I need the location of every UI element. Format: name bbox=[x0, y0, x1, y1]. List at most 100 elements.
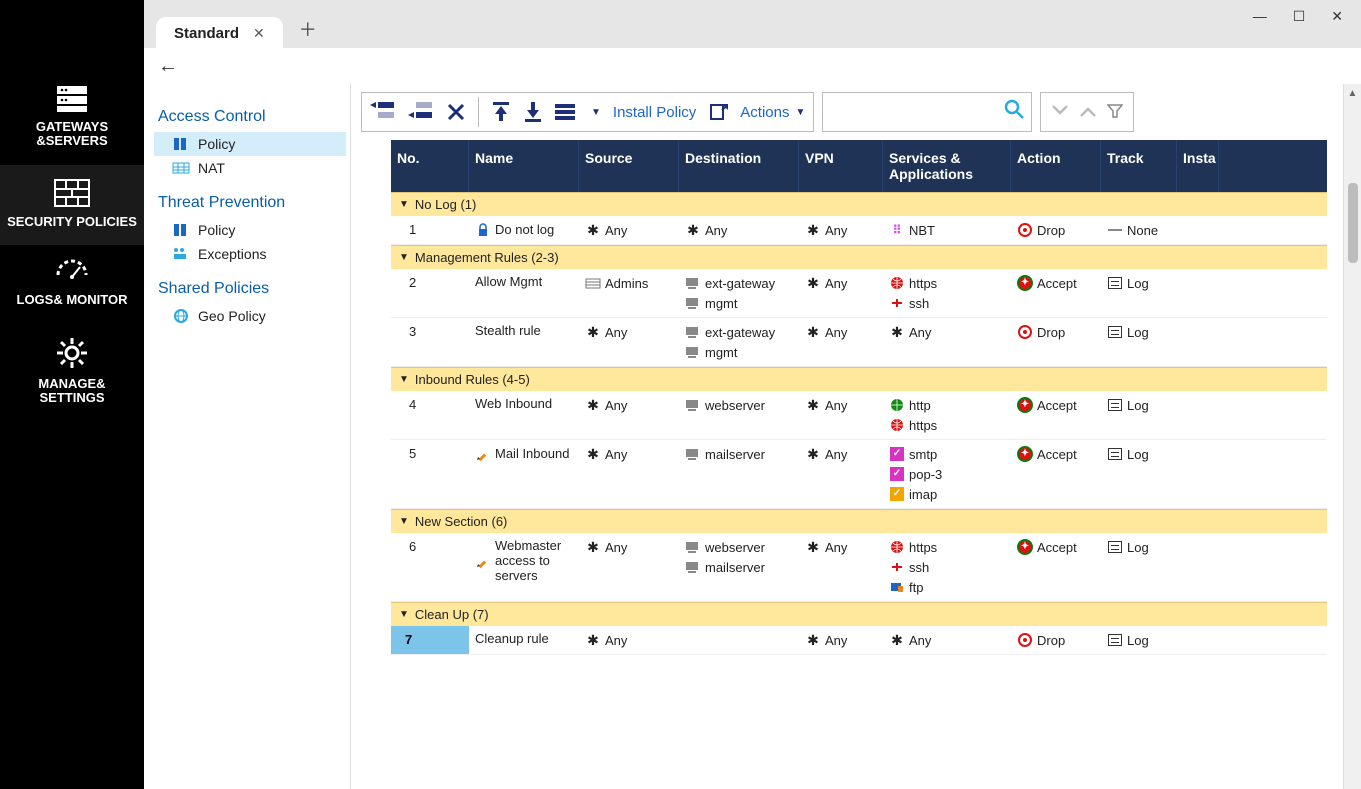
cell-chip[interactable]: ✱Any bbox=[805, 222, 877, 238]
cell-chip[interactable]: ✓imap bbox=[889, 486, 1005, 502]
cell-chip[interactable]: mailserver bbox=[685, 446, 793, 462]
cell-name[interactable]: Web Inbound bbox=[469, 391, 579, 439]
close-icon[interactable]: ✕ bbox=[1331, 8, 1343, 25]
table-row[interactable]: 2Allow MgmtAdminsext-gatewaymgmt✱Anyhttp… bbox=[391, 269, 1327, 318]
cell-chip[interactable]: ssh bbox=[889, 559, 1005, 575]
cell-chip[interactable]: webserver bbox=[685, 397, 793, 413]
cell-services[interactable]: ✱Any bbox=[883, 318, 1011, 366]
cell-track[interactable]: None bbox=[1101, 216, 1177, 244]
cell-chip[interactable]: https bbox=[889, 417, 1005, 433]
cell-source[interactable]: ✱Any bbox=[579, 391, 679, 439]
cell-chip[interactable]: mgmt bbox=[685, 295, 793, 311]
cell-services[interactable]: httphttps bbox=[883, 391, 1011, 439]
cell-chip[interactable]: ✱Any bbox=[805, 539, 877, 555]
cell-vpn[interactable]: ✱Any bbox=[799, 626, 883, 654]
minimize-icon[interactable]: — bbox=[1253, 8, 1267, 25]
export-icon[interactable] bbox=[708, 102, 728, 122]
cell-name[interactable]: Webmaster access to servers bbox=[469, 533, 579, 601]
cell-chip[interactable]: ext-gateway bbox=[685, 324, 793, 340]
cell-no[interactable]: 3 bbox=[391, 318, 469, 366]
cell-install[interactable] bbox=[1177, 626, 1219, 654]
cell-chip[interactable]: ✦Accept bbox=[1017, 539, 1095, 555]
collapse-icon[interactable]: ▼ bbox=[399, 609, 409, 620]
cell-chip[interactable]: ✱Any bbox=[805, 397, 877, 413]
cell-chip[interactable]: ✱Any bbox=[805, 275, 877, 291]
tab-add-button[interactable]: ＋ bbox=[289, 16, 327, 48]
cell-no[interactable]: 6 bbox=[391, 533, 469, 601]
collapse-icon[interactable]: ▼ bbox=[399, 374, 409, 385]
cell-track[interactable]: Log bbox=[1101, 533, 1177, 601]
cell-action[interactable]: Drop bbox=[1011, 216, 1101, 244]
column-header[interactable]: Source bbox=[579, 140, 679, 192]
cell-chip[interactable]: Admins bbox=[585, 275, 673, 291]
add-rule-below-icon[interactable] bbox=[408, 100, 434, 124]
cell-source[interactable]: Admins bbox=[579, 269, 679, 317]
cell-action[interactable]: ✦Accept bbox=[1011, 269, 1101, 317]
vertical-scrollbar[interactable]: ▲ bbox=[1343, 84, 1361, 789]
cell-chip[interactable]: https bbox=[889, 539, 1005, 555]
column-header[interactable]: Action bbox=[1011, 140, 1101, 192]
cell-chip[interactable]: ✱Any bbox=[585, 446, 673, 462]
rail-gateways[interactable]: GATEWAYS &SERVERS bbox=[0, 72, 144, 165]
cell-action[interactable]: ✦Accept bbox=[1011, 440, 1101, 508]
cell-name[interactable]: Mail Inbound bbox=[469, 440, 579, 508]
cell-track[interactable]: Log bbox=[1101, 269, 1177, 317]
cell-install[interactable] bbox=[1177, 391, 1219, 439]
cell-destination[interactable]: webserver bbox=[679, 391, 799, 439]
column-header[interactable]: Destination bbox=[679, 140, 799, 192]
table-row[interactable]: 4Web Inbound ✱Any webserver ✱Any httphttps✦A… bbox=[391, 391, 1327, 440]
cell-action[interactable]: ✦Accept bbox=[1011, 391, 1101, 439]
cell-chip[interactable]: ✓smtp bbox=[889, 446, 1005, 462]
cell-chip[interactable]: ext-gateway bbox=[685, 275, 793, 291]
cell-track[interactable]: Log bbox=[1101, 318, 1177, 366]
move-top-icon[interactable] bbox=[491, 100, 511, 124]
cell-chip[interactable]: Log bbox=[1107, 324, 1171, 340]
cell-chip[interactable]: Drop bbox=[1017, 222, 1095, 238]
prev-icon[interactable] bbox=[1079, 104, 1097, 121]
cell-chip[interactable]: mailserver bbox=[685, 559, 793, 575]
cell-install[interactable] bbox=[1177, 318, 1219, 366]
cell-chip[interactable]: None bbox=[1107, 222, 1171, 238]
cell-chip[interactable]: ✱Any bbox=[889, 324, 1005, 340]
cell-destination[interactable] bbox=[679, 626, 799, 654]
cell-chip[interactable]: https bbox=[889, 275, 1005, 291]
collapse-icon[interactable]: ▼ bbox=[399, 516, 409, 527]
funnel-icon[interactable] bbox=[1107, 103, 1123, 122]
cell-chip[interactable]: ✦Accept bbox=[1017, 275, 1095, 291]
cell-vpn[interactable]: ✱Any bbox=[799, 440, 883, 508]
cell-vpn[interactable]: ✱Any bbox=[799, 533, 883, 601]
cell-install[interactable] bbox=[1177, 533, 1219, 601]
cell-no[interactable]: 2 bbox=[391, 269, 469, 317]
caret-down-icon[interactable]: ▼ bbox=[591, 107, 601, 118]
cell-chip[interactable]: ✱Any bbox=[585, 397, 673, 413]
nav-item-geo-policy[interactable]: Geo Policy bbox=[154, 304, 346, 328]
actions-button[interactable]: Actions ▼ bbox=[740, 104, 805, 121]
cell-destination[interactable]: webserver mailserver bbox=[679, 533, 799, 601]
cell-services[interactable]: httpsssh bbox=[883, 269, 1011, 317]
rail-security-policies[interactable]: SECURITY POLICIES bbox=[0, 165, 144, 245]
cell-action[interactable]: Drop bbox=[1011, 318, 1101, 366]
cell-chip[interactable]: webserver bbox=[685, 539, 793, 555]
cell-no[interactable]: 4 bbox=[391, 391, 469, 439]
cell-chip[interactable]: ✱Any bbox=[685, 222, 793, 238]
cell-chip[interactable]: ✱Any bbox=[585, 222, 673, 238]
cell-install[interactable] bbox=[1177, 269, 1219, 317]
cell-chip[interactable]: ✱Any bbox=[889, 632, 1005, 648]
cell-chip[interactable]: ✱Any bbox=[585, 324, 673, 340]
column-header[interactable]: Name bbox=[469, 140, 579, 192]
search-icon[interactable] bbox=[1003, 98, 1025, 126]
delete-rule-icon[interactable] bbox=[446, 102, 466, 122]
nav-item-nat[interactable]: NAT bbox=[154, 156, 346, 180]
cell-destination[interactable]: ext-gateway mgmt bbox=[679, 318, 799, 366]
cell-vpn[interactable]: ✱Any bbox=[799, 318, 883, 366]
cell-chip[interactable]: mgmt bbox=[685, 344, 793, 360]
collapse-icon[interactable]: ▼ bbox=[399, 199, 409, 210]
maximize-icon[interactable]: ☐ bbox=[1293, 8, 1306, 25]
cell-source[interactable]: ✱Any bbox=[579, 626, 679, 654]
cell-chip[interactable]: Log bbox=[1107, 539, 1171, 555]
search-box[interactable] bbox=[822, 92, 1032, 132]
cell-no[interactable]: 5 bbox=[391, 440, 469, 508]
cell-source[interactable]: ✱Any bbox=[579, 318, 679, 366]
cell-name[interactable]: Cleanup rule bbox=[469, 626, 579, 654]
cell-vpn[interactable]: ✱Any bbox=[799, 391, 883, 439]
